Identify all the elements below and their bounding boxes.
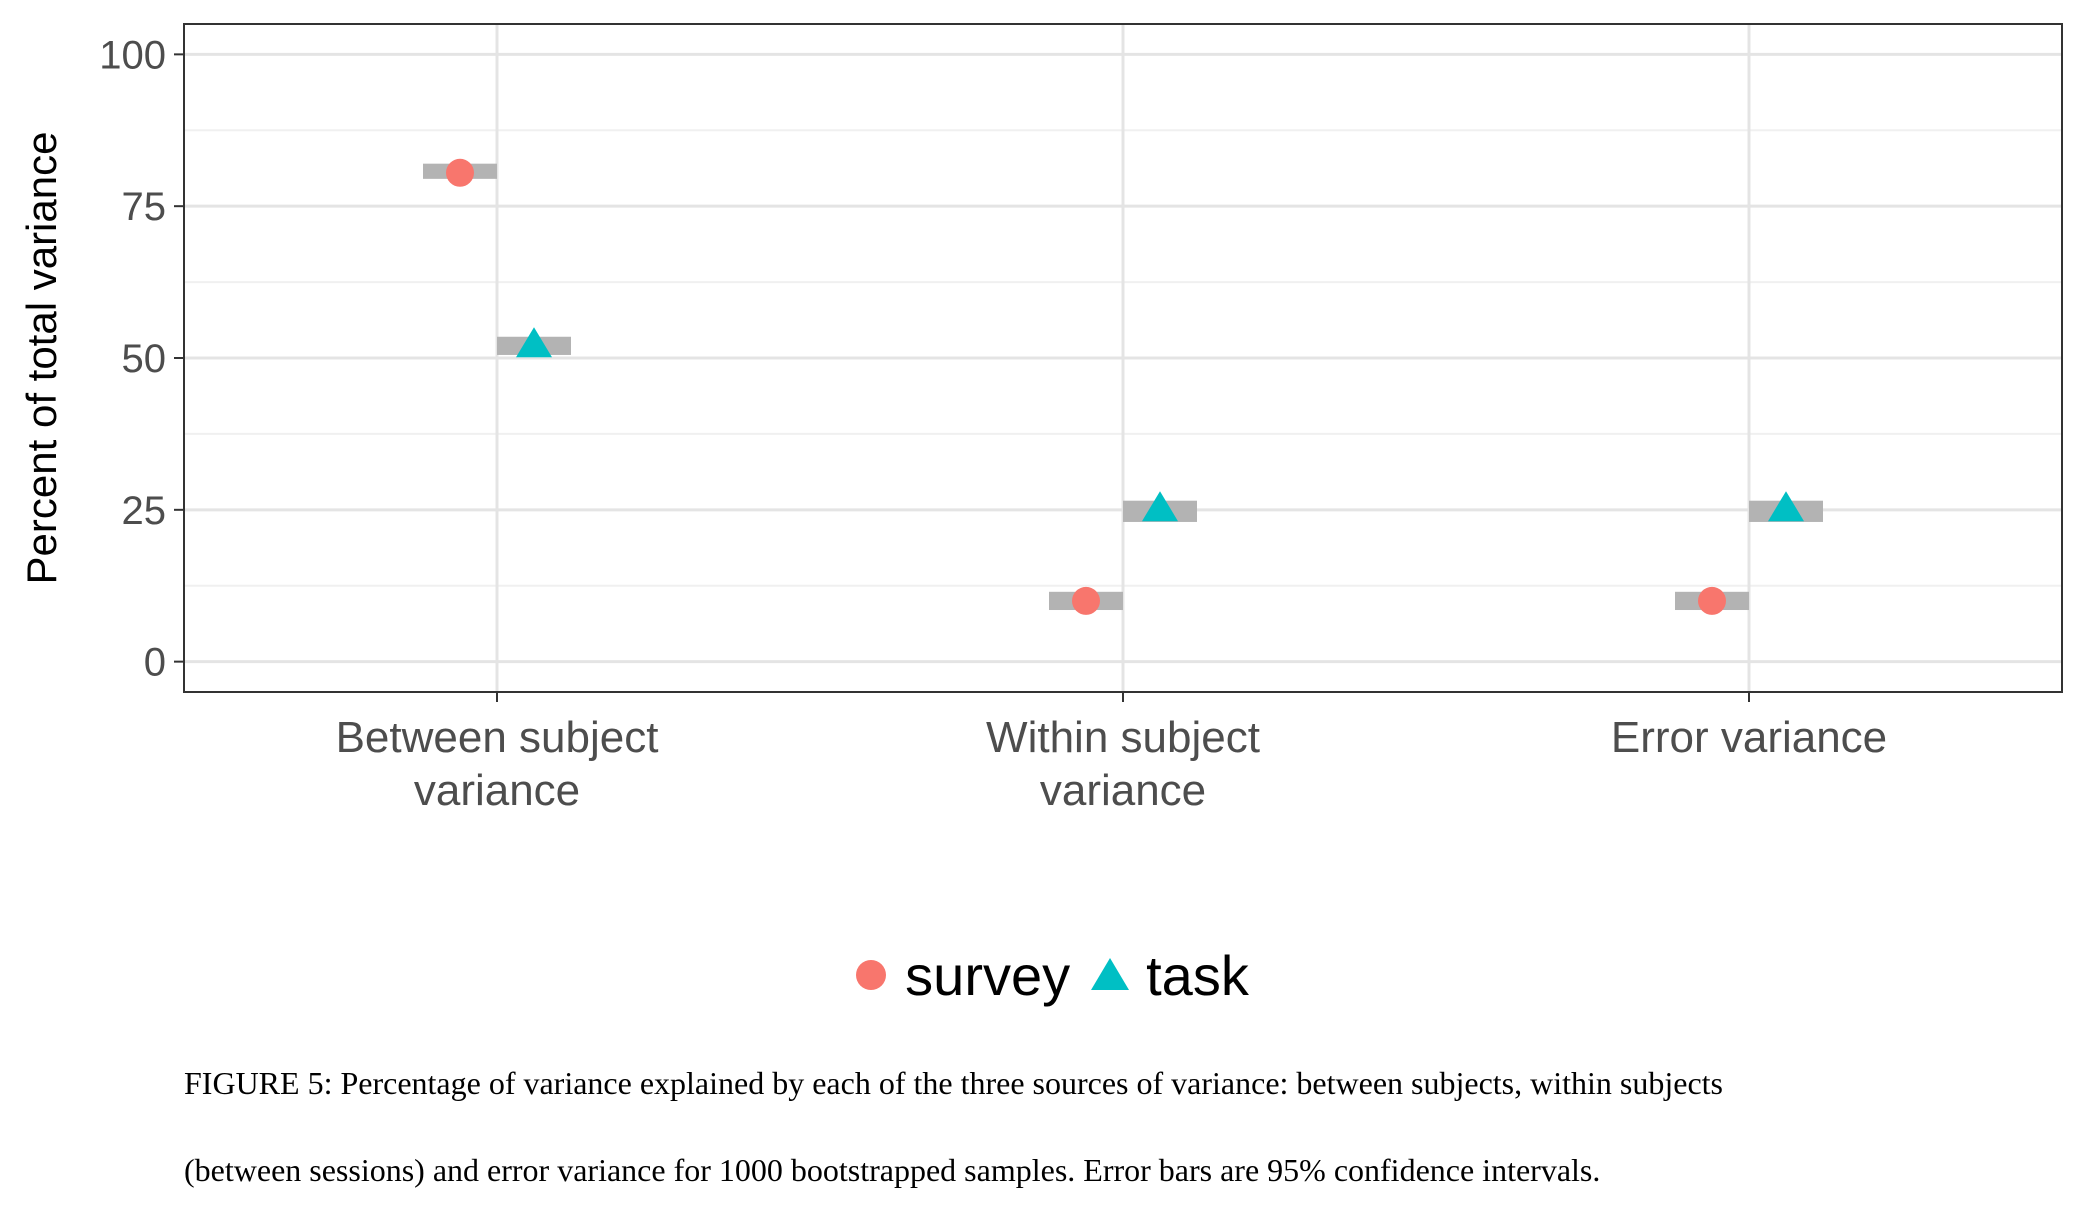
point-task <box>1768 491 1804 522</box>
legend-label-task: task <box>1146 943 1249 1007</box>
point-task <box>1142 491 1178 522</box>
circle-icon <box>856 960 887 990</box>
y-tick-label: 25 <box>122 489 167 533</box>
x-tick-label: Error variance <box>1611 713 1887 762</box>
panel-border <box>183 23 2063 693</box>
x-tick-label: variance <box>1040 766 1206 815</box>
x-tick-label: Between subject <box>336 713 659 762</box>
figure-caption: FIGURE 5: Percentage of variance explain… <box>184 1040 2084 1214</box>
y-tick-label: 75 <box>122 185 167 229</box>
point-survey <box>1072 586 1100 615</box>
x-tick-label: Within subject <box>986 713 1260 762</box>
legend: survey task <box>0 940 2100 1010</box>
grid-layer <box>184 24 2062 692</box>
y-tick-label: 0 <box>144 641 166 685</box>
legend-item-task: task <box>1088 943 1249 1008</box>
y-tick-label: 100 <box>99 33 166 77</box>
mark-layer <box>423 158 1823 615</box>
y-tick-label: 50 <box>122 337 167 381</box>
y-axis-label: Percent of total variance <box>18 132 65 585</box>
point-survey <box>446 158 474 187</box>
point-task <box>516 327 552 358</box>
caption-line-1: FIGURE 5: Percentage of variance explain… <box>184 1065 1723 1101</box>
point-survey <box>1698 586 1726 615</box>
x-tick-label: variance <box>414 766 580 815</box>
triangle-icon <box>1091 958 1130 990</box>
caption-line-2: (between sessions) and error variance fo… <box>184 1152 1601 1188</box>
legend-label-survey: survey <box>905 943 1071 1007</box>
legend-item-survey: survey <box>851 943 1070 1008</box>
